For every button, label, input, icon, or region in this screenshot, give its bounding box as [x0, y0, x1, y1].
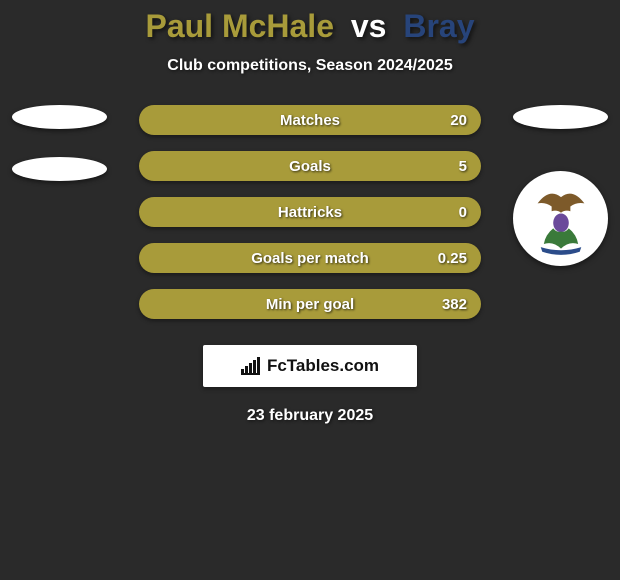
stat-label: Hattricks	[278, 204, 342, 221]
player1-crest-placeholder	[12, 157, 107, 181]
title-player2: Bray	[403, 8, 474, 44]
bar-chart-icon	[241, 357, 263, 375]
stat-label: Goals	[289, 158, 331, 175]
stat-value-right: 0	[459, 204, 467, 221]
snapshot-date: 23 february 2025	[0, 407, 620, 425]
stat-row: Min per goal 382	[139, 289, 481, 319]
branding-badge: FcTables.com	[203, 345, 417, 387]
comparison-card: Paul McHale vs Bray Club competitions, S…	[0, 0, 620, 425]
stat-label: Matches	[280, 112, 340, 129]
player2-avatar-column	[513, 105, 608, 200]
subtitle: Club competitions, Season 2024/2025	[0, 57, 620, 75]
player2-club-crest	[513, 171, 608, 266]
player1-avatar-column	[12, 105, 107, 200]
player1-photo-placeholder	[12, 105, 107, 129]
stat-row: Goals per match 0.25	[139, 243, 481, 273]
stat-row: Goals 5	[139, 151, 481, 181]
stat-row: Matches 20	[139, 105, 481, 135]
stat-bars: Matches 20 Goals 5 Hattricks 0 Goals per match…	[139, 105, 481, 319]
stat-value-right: 382	[442, 296, 467, 313]
stats-area: Matches 20 Goals 5 Hattricks 0 Goals per match…	[0, 105, 620, 319]
branding-text: FcTables.com	[267, 356, 379, 376]
page-title: Paul McHale vs Bray	[0, 8, 620, 45]
stat-value-right: 5	[459, 158, 467, 175]
stat-value-right: 0.25	[438, 250, 467, 267]
title-vs: vs	[343, 8, 395, 44]
stat-value-right: 20	[450, 112, 467, 129]
stat-label: Min per goal	[266, 296, 354, 313]
stat-label: Goals per match	[251, 250, 369, 267]
player2-photo-placeholder	[513, 105, 608, 129]
title-player1: Paul McHale	[145, 8, 334, 44]
thistle-eagle-crest-icon	[522, 180, 600, 258]
stat-row: Hattricks 0	[139, 197, 481, 227]
